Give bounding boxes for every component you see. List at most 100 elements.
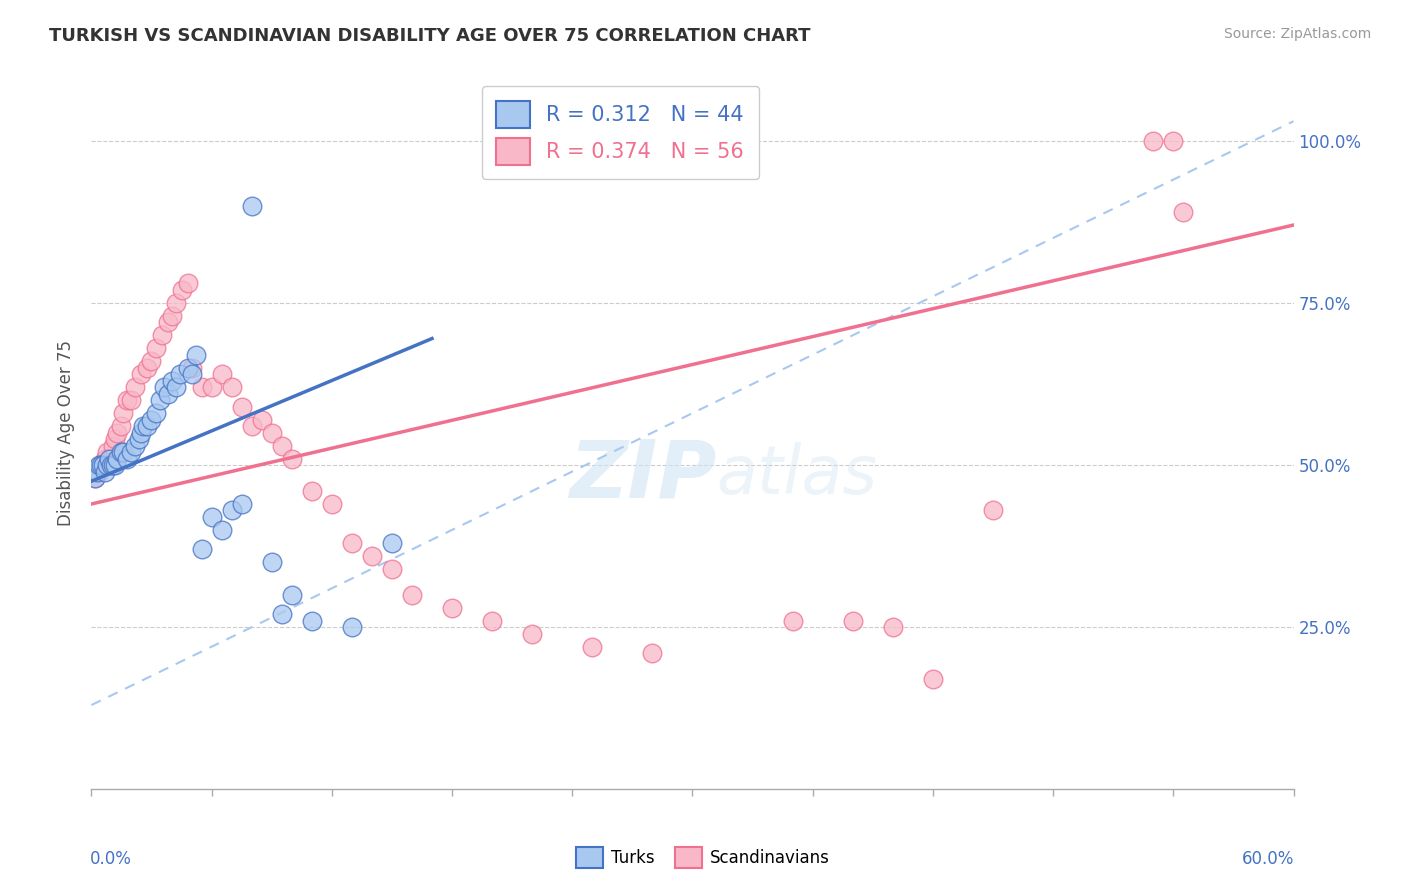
Point <box>782 614 804 628</box>
Point <box>93 458 115 472</box>
Legend: Turks, Scandinavians: Turks, Scandinavians <box>569 840 837 875</box>
Point <box>117 393 139 408</box>
Point <box>221 503 243 517</box>
Point <box>98 458 121 472</box>
Point <box>128 432 150 446</box>
Point <box>581 640 603 654</box>
Point <box>882 620 904 634</box>
Point <box>841 614 863 628</box>
Point <box>340 620 363 634</box>
Point <box>136 419 159 434</box>
Point <box>190 380 212 394</box>
Point <box>440 600 463 615</box>
Point <box>121 445 143 459</box>
Point <box>240 198 263 212</box>
Point <box>381 536 404 550</box>
Point <box>169 368 191 382</box>
Point <box>340 536 363 550</box>
Point <box>1163 134 1185 148</box>
Legend: R = 0.312   N = 44, R = 0.374   N = 56: R = 0.312 N = 44, R = 0.374 N = 56 <box>482 87 759 179</box>
Text: Source: ZipAtlas.com: Source: ZipAtlas.com <box>1223 27 1371 41</box>
Point <box>160 374 183 388</box>
Point <box>89 458 111 472</box>
Point <box>104 432 127 446</box>
Point <box>94 465 117 479</box>
Point <box>522 626 544 640</box>
Point <box>107 451 129 466</box>
Point <box>124 380 146 394</box>
Point <box>1173 205 1195 219</box>
Point <box>150 328 173 343</box>
Point <box>301 483 323 498</box>
Point <box>481 614 503 628</box>
Point <box>270 607 292 622</box>
Point <box>132 419 155 434</box>
Point <box>201 510 224 524</box>
Point <box>240 419 263 434</box>
Point <box>112 445 135 459</box>
Point <box>148 393 170 408</box>
Point <box>103 439 125 453</box>
Point <box>180 360 202 375</box>
Point <box>117 451 139 466</box>
Point <box>260 555 283 569</box>
Point <box>221 380 243 394</box>
Y-axis label: Disability Age Over 75: Disability Age Over 75 <box>58 340 76 525</box>
Point <box>86 465 108 479</box>
Point <box>231 400 253 414</box>
Point <box>250 412 273 426</box>
Point <box>98 451 121 466</box>
Point <box>131 368 153 382</box>
Point <box>321 497 343 511</box>
Point <box>84 471 107 485</box>
Point <box>96 458 118 472</box>
Point <box>180 368 202 382</box>
Point <box>270 439 292 453</box>
Point <box>107 425 129 440</box>
Text: atlas: atlas <box>717 442 877 508</box>
Point <box>94 451 117 466</box>
Point <box>152 380 174 394</box>
Point <box>110 419 132 434</box>
Point <box>89 465 111 479</box>
Point <box>401 588 423 602</box>
Point <box>176 360 198 375</box>
Point <box>176 277 198 291</box>
Text: 0.0%: 0.0% <box>90 850 132 868</box>
Point <box>156 386 179 401</box>
Point <box>104 458 127 472</box>
Text: ZIP: ZIP <box>569 436 717 515</box>
Point <box>211 368 233 382</box>
Point <box>136 360 159 375</box>
Text: TURKISH VS SCANDINAVIAN DISABILITY AGE OVER 75 CORRELATION CHART: TURKISH VS SCANDINAVIAN DISABILITY AGE O… <box>49 27 811 45</box>
Point <box>103 458 125 472</box>
Point <box>190 542 212 557</box>
Point <box>84 471 107 485</box>
Point <box>112 406 135 420</box>
Point <box>170 283 193 297</box>
Point <box>141 354 163 368</box>
Point <box>160 309 183 323</box>
Point <box>131 425 153 440</box>
Point <box>145 341 167 355</box>
Point <box>165 380 187 394</box>
Point <box>360 549 382 563</box>
Point <box>201 380 224 394</box>
Point <box>156 315 179 329</box>
Point <box>641 646 664 660</box>
Point <box>231 497 253 511</box>
Point <box>281 588 304 602</box>
Point <box>165 296 187 310</box>
Point <box>90 458 112 472</box>
Point <box>90 458 112 472</box>
Point <box>100 451 122 466</box>
Point <box>211 523 233 537</box>
Point <box>1142 134 1164 148</box>
Point <box>93 458 115 472</box>
Point <box>110 445 132 459</box>
Text: 60.0%: 60.0% <box>1243 850 1295 868</box>
Point <box>141 412 163 426</box>
Point <box>381 562 404 576</box>
Point <box>124 439 146 453</box>
Point <box>145 406 167 420</box>
